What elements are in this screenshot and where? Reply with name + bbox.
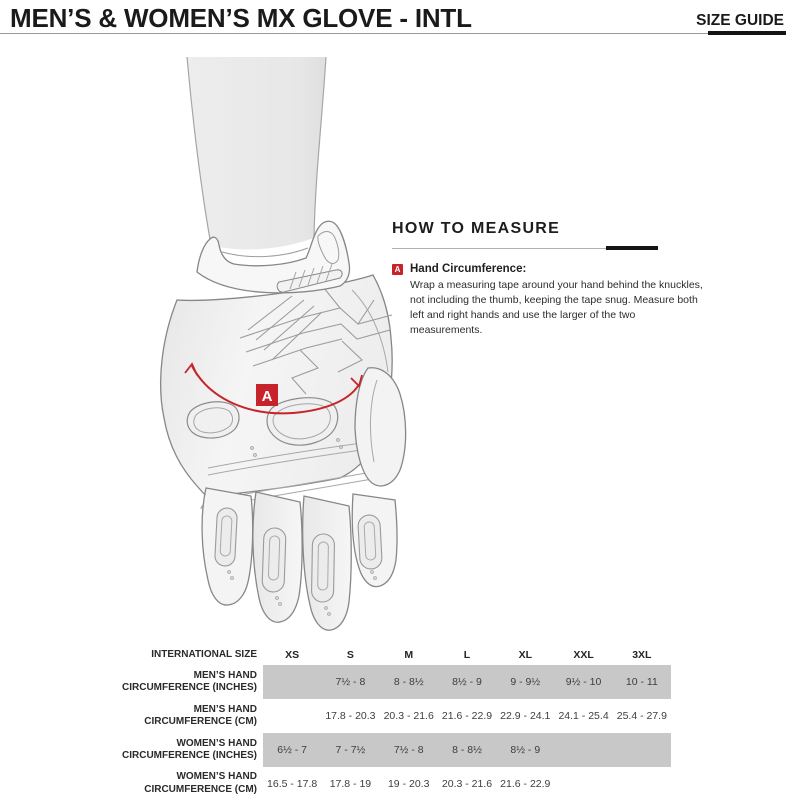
size-guide-badge: SIZE GUIDE: [696, 12, 784, 29]
row-label: WOMEN’S HAND CIRCUMFERENCE (CM): [144, 771, 257, 795]
table-row: WOMEN’S HAND CIRCUMFERENCE (CM) 16.5 - 1…: [0, 767, 791, 800]
table-cell: 24.1 - 25.4: [558, 710, 609, 722]
table-cell: 21.6 - 22.9: [500, 777, 551, 790]
row-label: WOMEN’S HAND CIRCUMFERENCE (INCHES): [122, 737, 257, 762]
measurement-arc: [184, 362, 363, 415]
table-cell: 7 - 7½: [335, 744, 366, 756]
size-table: INTERNATIONAL SIZE XS S M L XL XXL 3XL M…: [0, 645, 791, 800]
row-label: MEN’S HAND CIRCUMFERENCE (INCHES): [122, 669, 257, 694]
size-col-xxl: XXL: [573, 649, 594, 661]
table-header-row: INTERNATIONAL SIZE XS S M L XL XXL 3XL: [0, 645, 791, 665]
table-cell: 10 - 11: [625, 676, 658, 688]
table-cell: 9 - 9½: [510, 676, 541, 688]
knuckle-guard-inners: [193, 403, 343, 457]
marker-a-icon: A: [392, 264, 403, 275]
table-cell: 25.4 - 27.9: [616, 710, 667, 722]
table-cell: 17.8 - 20.3: [325, 710, 376, 722]
table-cell: 8½ - 9: [510, 744, 541, 756]
instruction-text: Wrap a measuring tape around your hand b…: [410, 279, 703, 336]
measurement-marker: A: [256, 384, 278, 406]
how-to-measure-section: HOW TO MEASURE A Hand Circumference: Wra…: [392, 220, 704, 338]
header-divider-accent: [708, 31, 786, 35]
measure-instruction-item: A Hand Circumference:: [392, 263, 704, 275]
instruction-label: Hand Circumference:: [410, 263, 527, 275]
header-divider: [0, 33, 708, 34]
arrowhead-left: [184, 362, 198, 376]
table-header-label: INTERNATIONAL SIZE: [151, 648, 257, 660]
page-title: MEN’S & WOMEN’S MX GLOVE - INTL: [10, 3, 472, 33]
table-row: MEN’S HAND CIRCUMFERENCE (INCHES) 7½ - 8…: [0, 665, 791, 699]
table-cell: 6½ - 7: [277, 744, 308, 756]
alpinestars-logo-lines: [239, 287, 393, 395]
how-to-measure-title: HOW TO MEASURE: [392, 220, 561, 237]
size-col-xs: XS: [285, 649, 300, 661]
table-cell: 8½ - 9: [452, 676, 482, 688]
table-cell: 8 - 8½: [393, 676, 424, 688]
table-cell: 20.3 - 21.6: [383, 710, 434, 722]
forearm: [186, 56, 327, 250]
size-col-m: M: [404, 649, 414, 661]
arrowhead-right: [350, 374, 363, 388]
table-row: MEN’S HAND CIRCUMFERENCE (CM) 17.8 - 20.…: [0, 699, 791, 733]
table-cell: 19 - 20.3: [387, 777, 430, 790]
size-col-l: L: [463, 649, 471, 661]
glove-cuff: [196, 220, 351, 294]
size-col-3xl: 3XL: [632, 649, 652, 661]
table-cell: 22.9 - 24.1: [500, 710, 551, 722]
table-cell: 16.5 - 17.8: [267, 777, 318, 790]
row-label: MEN’S HAND CIRCUMFERENCE (CM): [144, 703, 257, 728]
how-to-measure-divider: [392, 246, 658, 250]
table-cell: 9½ - 10: [565, 676, 602, 688]
table-cell: 7½ - 8: [335, 676, 366, 688]
table-cell: 17.8 - 19: [329, 777, 372, 790]
table-row: WOMEN’S HAND CIRCUMFERENCE (INCHES) 6½ -…: [0, 733, 791, 767]
measurement-marker-letter: A: [262, 388, 273, 405]
size-col-s: S: [346, 649, 354, 661]
table-cell: 7½ - 8: [393, 744, 424, 756]
table-cell: 8 - 8½: [452, 744, 482, 756]
size-col-xl: XL: [518, 649, 532, 661]
table-cell: 20.3 - 21.6: [441, 777, 493, 790]
finger-pad-inners: [219, 515, 377, 616]
glove-thumb: [354, 367, 407, 487]
table-cell: 21.6 - 22.9: [441, 710, 493, 722]
